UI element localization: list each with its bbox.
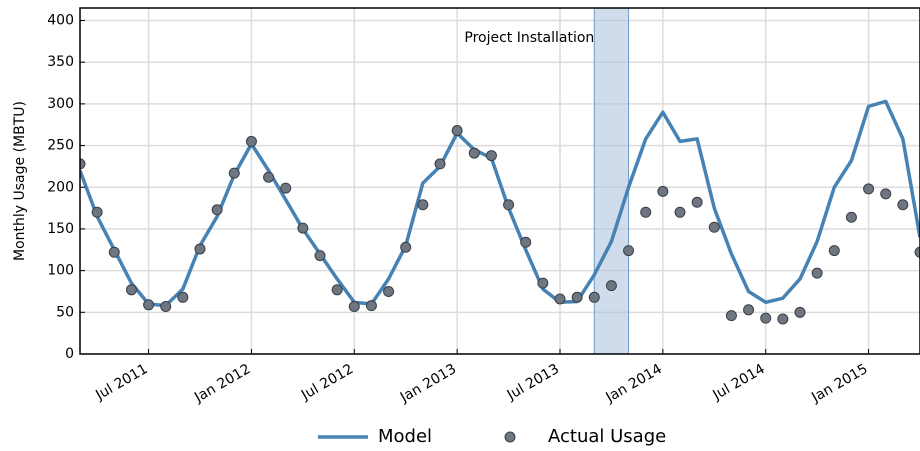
plot-frame [79, 7, 920, 355]
actual-point [91, 206, 103, 218]
y-tick-label: 200 [47, 179, 74, 195]
x-tick-label: Jul 2012 [298, 361, 356, 404]
actual-point [245, 135, 257, 147]
x-tick-label: Jan 2013 [397, 361, 459, 406]
actual-point [605, 280, 617, 292]
actual-point [108, 246, 120, 258]
actual-point [228, 167, 240, 179]
legend-label: Model [378, 426, 432, 447]
actual-point [80, 158, 86, 170]
actual-point [383, 285, 395, 297]
actual-point [331, 284, 343, 296]
actual-point [914, 246, 920, 258]
actual-point [537, 277, 549, 289]
actual-point [125, 284, 137, 296]
actual-point [503, 199, 515, 211]
actual-point [623, 245, 635, 257]
installation-span [593, 8, 630, 354]
x-tick-label: Jan 2012 [191, 361, 253, 406]
actual-point [657, 185, 669, 197]
actual-point [520, 236, 532, 248]
actual-point [828, 245, 840, 257]
x-tick-label: Jul 2014 [709, 361, 767, 404]
legend-label: Actual Usage [548, 426, 666, 447]
y-tick-label: 250 [47, 138, 74, 154]
x-tick-label: Jul 2011 [92, 361, 150, 404]
y-axis-label: Monthly Usage (MBTU) [12, 101, 28, 261]
y-tick-label: 350 [47, 54, 74, 70]
actual-point [897, 199, 909, 211]
actual-point [194, 243, 206, 255]
y-tick-label: 0 [65, 346, 74, 362]
actual-point [691, 196, 703, 208]
actual-point [794, 306, 806, 318]
actual-point [708, 221, 720, 233]
actual-point [400, 241, 412, 253]
y-tick-label: 50 [56, 304, 74, 320]
x-tick-label: Jul 2013 [504, 361, 562, 404]
actual-point [554, 293, 566, 305]
actual-point [777, 313, 789, 325]
actual-point [160, 300, 172, 312]
actual-point [760, 312, 772, 324]
actual-point [417, 199, 429, 211]
x-tick-label: Jan 2014 [603, 361, 665, 406]
actual-point [365, 300, 377, 312]
y-tick-label: 300 [47, 96, 74, 112]
actual-point [845, 211, 857, 223]
actual-point [468, 147, 480, 159]
actual-point [485, 150, 497, 162]
actual-point [571, 291, 583, 303]
actual-point [743, 304, 755, 316]
y-tick-label: 400 [47, 13, 74, 29]
actual-point [177, 291, 189, 303]
model-line [80, 99, 920, 308]
actual-point [863, 183, 875, 195]
legend-marker [504, 431, 516, 443]
y-tick-label: 100 [47, 263, 74, 279]
x-tick-label: Jan 2015 [808, 361, 870, 406]
actual-point [297, 222, 309, 234]
actual-point [434, 158, 446, 170]
actual-point [588, 291, 600, 303]
actual-point [451, 125, 463, 137]
plot-area [80, 8, 920, 354]
actual-point [348, 300, 360, 312]
y-tick-label: 150 [47, 221, 74, 237]
actual-point [674, 206, 686, 218]
actual-point [211, 204, 223, 216]
actual-point [880, 188, 892, 200]
actual-point [811, 267, 823, 279]
actual-point [725, 310, 737, 322]
actual-point [280, 182, 292, 194]
actual-point [314, 250, 326, 262]
actual-point [640, 206, 652, 218]
annotation-label: Project Installation [464, 30, 594, 46]
actual-point [143, 299, 155, 311]
actual-point [263, 171, 275, 183]
